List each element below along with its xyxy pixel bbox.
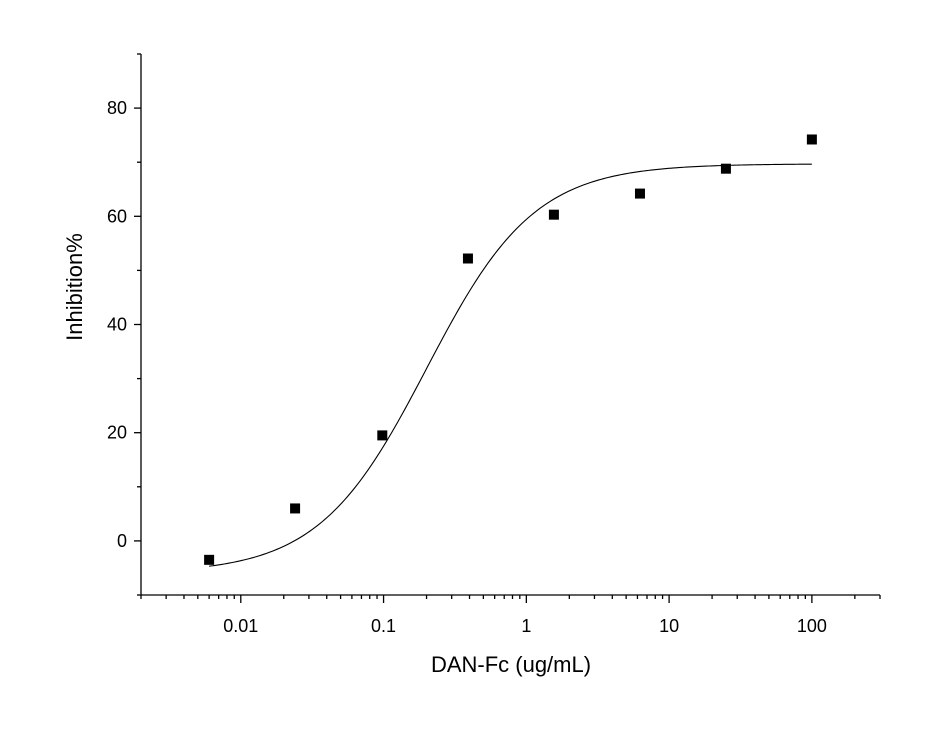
x-tick-label: 10	[659, 616, 679, 636]
x-axis-title: DAN-Fc (ug/mL)	[431, 652, 591, 677]
y-tick-label: 0	[117, 531, 127, 551]
data-point	[720, 163, 731, 174]
plot-area: 0 20 40 60 80 0.01 0.1 1 10 100	[107, 53, 881, 636]
data-point	[377, 430, 388, 441]
y-tick-label: 80	[107, 98, 127, 118]
data-point	[204, 554, 215, 565]
data-point	[806, 134, 817, 145]
y-tick-label: 40	[107, 315, 127, 335]
x-tick-label: 100	[797, 616, 827, 636]
data-point	[462, 253, 473, 264]
data-point	[548, 209, 559, 220]
y-ticks: 0 20 40 60 80	[107, 53, 141, 596]
x-tick-label: 0.1	[371, 616, 396, 636]
x-ticks: 0.01 0.1 1 10 100	[140, 595, 881, 636]
y-tick-label: 60	[107, 206, 127, 226]
fit-curve	[209, 163, 812, 567]
y-tick-label: 20	[107, 423, 127, 443]
data-point	[290, 503, 301, 514]
x-tick-label: 1	[521, 616, 531, 636]
y-axis-title: Inhibition%	[62, 233, 87, 341]
data-points	[204, 134, 817, 565]
x-tick-label: 0.01	[223, 616, 258, 636]
data-point	[634, 188, 645, 199]
